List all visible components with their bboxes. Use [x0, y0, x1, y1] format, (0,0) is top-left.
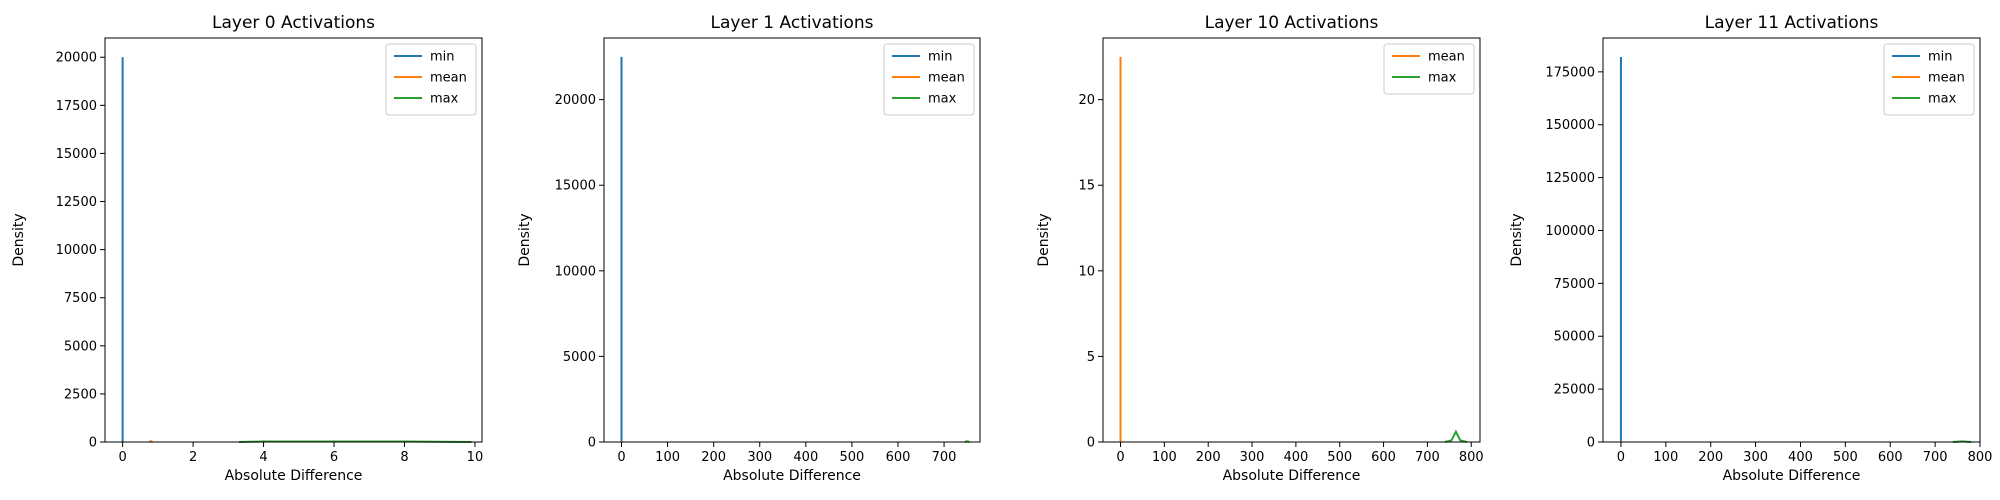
x-axis-label: Absolute Difference [723, 468, 861, 484]
y-tick-label: 125000 [1545, 171, 1595, 186]
x-tick-label: 500 [1327, 450, 1352, 465]
y-tick-label: 75000 [1554, 277, 1595, 292]
y-tick-label: 0 [89, 436, 97, 451]
legend-label: min [430, 50, 455, 65]
x-tick-label: 400 [1788, 450, 1813, 465]
chart-panel-1: 0 100 200 300 400 500 600 700 0 5000 10000 15000 200… [517, 13, 981, 484]
x-tick-label: 400 [793, 450, 818, 465]
y-tick-label: 20 [1078, 93, 1095, 108]
y-axis-label: Density [1036, 213, 1052, 266]
legend-label: mean [1928, 71, 1965, 86]
y-tick-label: 7500 [64, 291, 97, 306]
y-tick-label: 10000 [555, 264, 596, 279]
x-tick-label: 500 [1833, 450, 1858, 465]
legend: min mean max [1883, 43, 1975, 116]
y-tick-label: 0 [1087, 436, 1095, 451]
x-tick-label: 100 [1653, 450, 1678, 465]
y-tick-label: 17500 [56, 99, 97, 114]
y-tick-label: 0 [1587, 436, 1595, 451]
x-tick-label: 600 [1878, 450, 1903, 465]
x-tick-label: 300 [1240, 450, 1265, 465]
x-tick-label: 200 [701, 450, 726, 465]
x-tick-label: 100 [655, 450, 680, 465]
x-tick-label: 200 [1698, 450, 1723, 465]
y-tick-label: 12500 [56, 195, 97, 210]
y-tick-label: 15000 [555, 179, 596, 194]
x-tick-label: 0 [617, 450, 625, 465]
y-tick-label: 0 [588, 436, 596, 451]
y-tick-label: 20000 [56, 51, 97, 66]
legend-label: mean [1428, 50, 1465, 65]
y-tick-label: 20000 [555, 93, 596, 108]
legend: min mean max [883, 43, 975, 116]
legend: mean max [1383, 43, 1475, 95]
x-tick-label: 200 [1196, 450, 1221, 465]
y-tick-label: 175000 [1545, 65, 1595, 80]
chart-title: Layer 0 Activations [212, 13, 375, 33]
legend-label: mean [928, 71, 965, 86]
y-tick-label: 2500 [64, 387, 97, 402]
y-tick-label: 15 [1078, 179, 1095, 194]
x-tick-label: 800 [1459, 450, 1484, 465]
plot-frame [1102, 37, 1481, 443]
x-tick-label: 6 [330, 450, 338, 465]
legend-label: max [430, 92, 459, 107]
y-tick-label: 5000 [563, 350, 596, 365]
legend-label: min [1928, 50, 1953, 65]
chart-panel-2: 0 100 200 300 400 500 600 700 800 0 5 10 15 20 Layer 1… [1036, 13, 1484, 484]
x-axis-label: Absolute Difference [225, 468, 363, 484]
y-tick-label: 50000 [1554, 330, 1595, 345]
chart-title: Layer 11 Activations [1705, 13, 1879, 33]
legend: min mean max [385, 43, 477, 116]
legend-label: mean [430, 71, 467, 86]
y-axis-label: Density [517, 213, 533, 266]
x-tick-label: 600 [1371, 450, 1396, 465]
x-tick-label: 700 [932, 450, 957, 465]
chart-title: Layer 10 Activations [1205, 13, 1379, 33]
chart-panel-3: 0 100 200 300 400 500 600 700 800 0 25000 50000 7500… [1509, 13, 1992, 484]
x-axis-label: Absolute Difference [1223, 468, 1361, 484]
plot-frame [603, 37, 981, 443]
y-tick-label: 10000 [56, 243, 97, 258]
chart-panel-0: 0 2 4 6 8 10 0 2500 5000 7500 10000 12500 15000 17500… [11, 13, 483, 484]
x-tick-label: 500 [839, 450, 864, 465]
y-tick-label: 150000 [1545, 118, 1595, 133]
series-line-max [1444, 429, 1468, 443]
x-tick-label: 10 [467, 450, 484, 465]
y-axis-label: Density [1509, 213, 1525, 266]
x-tick-label: 600 [886, 450, 911, 465]
legend-label: max [1928, 92, 1957, 107]
x-tick-label: 400 [1283, 450, 1308, 465]
y-tick-label: 100000 [1545, 224, 1595, 239]
x-tick-label: 300 [1743, 450, 1768, 465]
x-tick-label: 700 [1415, 450, 1440, 465]
y-tick-label: 15000 [56, 147, 97, 162]
x-tick-label: 0 [118, 450, 126, 465]
y-axis-label: Density [11, 213, 27, 266]
x-tick-label: 700 [1923, 450, 1948, 465]
y-tick-label: 25000 [1554, 383, 1595, 398]
y-tick-label: 5 [1087, 350, 1095, 365]
chart-title: Layer 1 Activations [711, 13, 874, 33]
plot-frame [1602, 37, 1981, 443]
x-tick-label: 8 [400, 450, 408, 465]
x-tick-label: 2 [189, 450, 197, 465]
x-tick-label: 100 [1152, 450, 1177, 465]
x-tick-label: 0 [1116, 450, 1124, 465]
x-tick-label: 300 [747, 450, 772, 465]
legend-label: max [1428, 71, 1457, 86]
legend-label: max [928, 92, 957, 107]
x-tick-label: 800 [1968, 450, 1993, 465]
y-tick-label: 5000 [64, 339, 97, 354]
legend-label: min [928, 50, 953, 65]
x-axis-label: Absolute Difference [1723, 468, 1861, 484]
x-tick-label: 0 [1617, 450, 1625, 465]
plot-frame [104, 37, 483, 443]
y-tick-label: 10 [1078, 264, 1095, 279]
x-tick-label: 4 [259, 450, 267, 465]
